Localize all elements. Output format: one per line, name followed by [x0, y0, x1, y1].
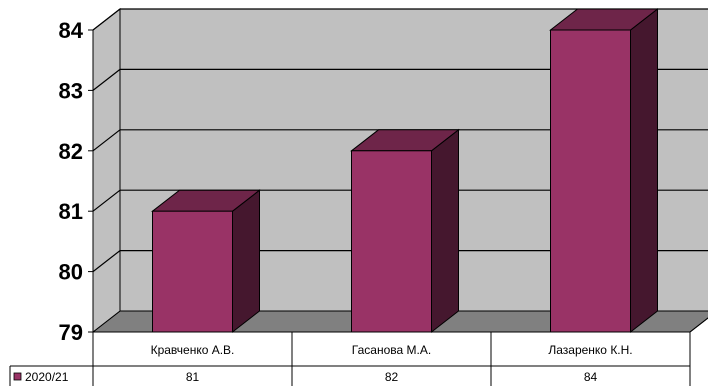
bar-front: [351, 150, 432, 333]
bar: [151, 189, 261, 334]
table-corner-line: [689, 317, 708, 333]
category-label: Гасанова М.А.: [352, 343, 431, 357]
data-label: 81: [186, 370, 200, 384]
category-label: Лазаренко К.Н.: [548, 343, 632, 357]
data-label: 84: [584, 370, 598, 384]
side-wall: [92, 7, 121, 334]
gridline: [92, 8, 708, 31]
bar: [549, 7, 659, 334]
y-tick-label: 81: [59, 199, 83, 224]
bar-side: [431, 128, 459, 334]
y-tick-label: 80: [59, 260, 83, 285]
bar-front: [550, 29, 631, 333]
gridline: [92, 68, 708, 91]
category-label: Кравченко А.В.: [151, 343, 235, 357]
y-tick-label: 83: [59, 78, 83, 103]
y-tick-label: 82: [59, 139, 83, 164]
y-tick-label: 79: [59, 320, 83, 345]
bar-side: [630, 7, 658, 334]
bar-side: [232, 189, 260, 334]
legend-series-name: 2020/21: [25, 370, 69, 384]
legend-swatch: [13, 372, 22, 381]
gridline: [92, 250, 708, 273]
y-tick-label: 84: [59, 18, 84, 43]
gridline: [92, 129, 708, 152]
bar-front: [152, 210, 233, 333]
gridline: [92, 189, 708, 212]
data-label: 82: [385, 370, 399, 384]
bar: [350, 128, 460, 334]
